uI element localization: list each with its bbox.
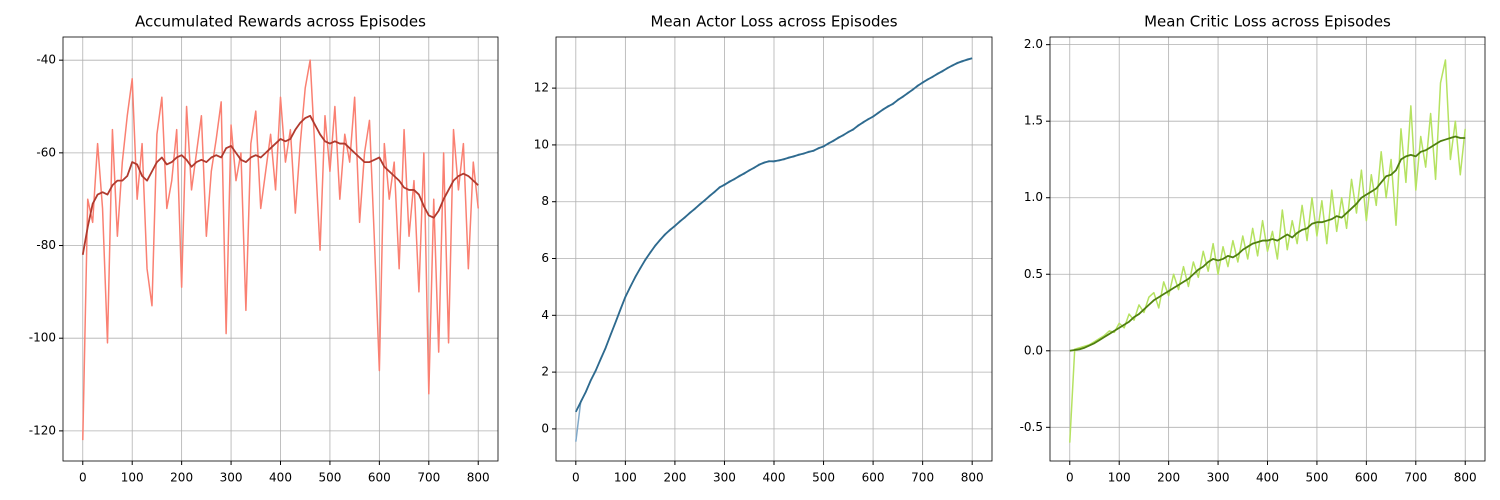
y-tick-label: -100 <box>29 331 56 345</box>
y-tick-label: -60 <box>36 145 56 159</box>
x-tick-label: 100 <box>614 471 637 485</box>
x-tick-label: 200 <box>663 471 686 485</box>
line <box>575 57 973 413</box>
axes-frame <box>555 36 993 462</box>
y-tick-label: 10 <box>534 137 549 151</box>
x-tick-label: 400 <box>269 471 292 485</box>
x-tick-label: 700 <box>1404 471 1427 485</box>
plot-area <box>575 57 973 442</box>
y-tick-label: -120 <box>29 423 56 437</box>
chart-title: Mean Actor Loss across Episodes <box>650 13 897 31</box>
x-tick-label: 300 <box>713 471 736 485</box>
x-tick-label: 400 <box>763 471 786 485</box>
y-tick-label: 2.0 <box>1024 37 1043 51</box>
y-tick-label: -0.5 <box>1020 420 1043 434</box>
x-tick-label: 700 <box>417 471 440 485</box>
y-tick-label: 8 <box>541 194 549 208</box>
plot-area <box>81 59 479 441</box>
x-tick-label: 800 <box>961 471 984 485</box>
y-tick-label: 1.5 <box>1024 114 1043 128</box>
x-tick-label: 700 <box>911 471 934 485</box>
line <box>1069 135 1466 352</box>
y-tick-label: 2 <box>541 365 549 379</box>
x-tick-label: 200 <box>1157 471 1180 485</box>
line <box>82 59 479 441</box>
y-tick-label: 0 <box>541 421 549 435</box>
x-tick-label: 0 <box>79 471 87 485</box>
chart-title: Mean Critic Loss across Episodes <box>1144 13 1391 31</box>
y-tick-label: -80 <box>36 238 56 252</box>
y-tick-label: 0.5 <box>1024 267 1043 281</box>
y-tick-label: 0.0 <box>1024 343 1043 357</box>
line <box>81 114 479 255</box>
x-tick-label: 500 <box>812 471 835 485</box>
x-tick-label: 0 <box>572 471 580 485</box>
x-tick-label: 800 <box>1454 471 1477 485</box>
x-tick-label: 400 <box>1256 471 1279 485</box>
x-tick-label: 300 <box>220 471 243 485</box>
y-tick-label: 4 <box>541 308 549 322</box>
x-tick-label: 100 <box>1108 471 1131 485</box>
y-tick-label: -40 <box>36 53 56 67</box>
x-tick-label: 600 <box>862 471 885 485</box>
x-tick-label: 200 <box>170 471 193 485</box>
chart-title: Accumulated Rewards across Episodes <box>135 13 426 31</box>
x-tick-label: 300 <box>1207 471 1230 485</box>
x-tick-label: 0 <box>1066 471 1074 485</box>
y-tick-label: 1.0 <box>1024 190 1043 204</box>
x-tick-label: 100 <box>121 471 144 485</box>
x-tick-label: 500 <box>318 471 341 485</box>
x-tick-label: 500 <box>1305 471 1328 485</box>
x-tick-label: 600 <box>1355 471 1378 485</box>
x-tick-label: 600 <box>368 471 391 485</box>
y-tick-label: 12 <box>534 81 549 95</box>
axes-frame <box>62 36 499 462</box>
x-tick-label: 800 <box>467 471 490 485</box>
axes-frame <box>1049 36 1486 462</box>
y-tick-label: 6 <box>541 251 549 265</box>
plot-area <box>1069 59 1466 443</box>
